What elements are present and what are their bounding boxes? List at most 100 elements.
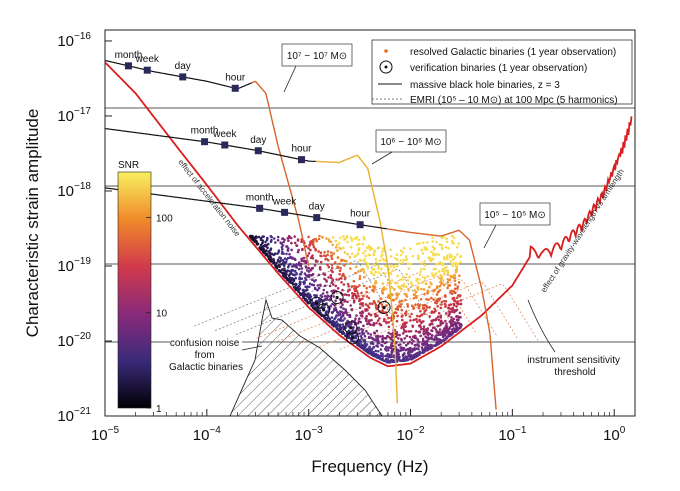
galactic-binary-point: [316, 260, 319, 263]
galactic-binary-point: [449, 307, 453, 311]
galactic-binary-point: [350, 239, 354, 243]
time-marker-label: month: [246, 192, 274, 203]
instrument-sensitivity-curve: [105, 61, 633, 368]
galactic-binary-point: [446, 286, 449, 290]
galactic-binary-point: [362, 339, 366, 342]
galactic-binary-point: [343, 277, 347, 281]
galactic-binary-point: [412, 318, 416, 322]
galactic-binary-point: [280, 268, 284, 271]
x-tick-label: 10−4: [193, 425, 222, 444]
galactic-binary-point: [361, 242, 365, 246]
galactic-binary-point: [412, 339, 415, 343]
galactic-binary-point: [346, 282, 350, 286]
mbh-track-merger: [251, 80, 310, 267]
galactic-binary-point: [350, 339, 354, 342]
galactic-binary-point: [421, 252, 425, 255]
galactic-binary-point: [409, 319, 412, 322]
galactic-binary-point: [368, 285, 372, 289]
galactic-binary-point: [379, 297, 383, 300]
galactic-binary-point: [395, 352, 399, 356]
galactic-binary-point: [452, 236, 456, 240]
galactic-binary-point: [455, 305, 458, 308]
galactic-binary-point: [354, 265, 358, 269]
galactic-binary-point: [381, 291, 384, 294]
galactic-binary-point: [414, 344, 417, 347]
galactic-binary-point: [340, 258, 343, 262]
galactic-binary-point: [280, 245, 284, 249]
galactic-binary-point: [325, 291, 329, 294]
galactic-binary-point: [396, 274, 400, 278]
time-marker: [256, 204, 264, 212]
galactic-binary-point: [422, 327, 425, 331]
galactic-binary-point: [387, 335, 390, 338]
galactic-binary-point: [447, 284, 450, 287]
galactic-binary-point: [398, 333, 401, 337]
galactic-binary-point: [374, 279, 378, 283]
galactic-binary-point: [411, 325, 415, 328]
galactic-binary-point: [308, 282, 312, 286]
galactic-binary-point: [355, 314, 358, 317]
galactic-binary-point: [259, 243, 263, 247]
galactic-binary-point: [356, 243, 359, 246]
galactic-binary-point: [388, 361, 391, 364]
galactic-binary-point: [409, 330, 413, 333]
mbh-track-labels: 10⁷ − 10⁷ M⊙ 10⁶ − 10⁶ M⊙ 10⁵ − 10⁵ M⊙: [281, 43, 551, 249]
galactic-binary-point: [331, 310, 334, 314]
galactic-binary-point: [288, 280, 291, 284]
galactic-binary-point: [385, 336, 388, 340]
galactic-binary-point: [372, 323, 376, 327]
galactic-binary-point: [369, 248, 372, 252]
galactic-binary-point: [281, 237, 284, 241]
galactic-binary-point: [374, 258, 378, 261]
galactic-binary-point: [440, 340, 444, 343]
galactic-binary-point: [377, 264, 380, 268]
galactic-binary-point: [267, 242, 270, 246]
colorbar-ticks: 100 10 1: [146, 213, 173, 415]
galactic-binary-point: [391, 286, 394, 290]
galactic-binary-point: [350, 308, 354, 312]
galactic-binary-point: [458, 311, 462, 315]
galactic-binary-point: [286, 237, 290, 240]
legend-entry-verification: verification binaries (1 year observatio…: [410, 63, 587, 74]
galactic-binary-point: [330, 251, 333, 254]
galactic-binary-point: [431, 334, 434, 337]
galactic-binary-point: [361, 312, 364, 315]
galactic-binary-point: [450, 289, 454, 293]
galactic-binary-point: [381, 344, 384, 348]
galactic-binary-point: [371, 342, 375, 346]
galactic-binary-point: [306, 301, 310, 304]
galactic-binary-point: [416, 353, 420, 357]
galactic-binary-point: [367, 244, 371, 248]
galactic-binary-point: [432, 289, 435, 293]
galactic-binary-point: [358, 332, 361, 335]
galactic-binary-point: [422, 320, 425, 323]
galactic-binary-point: [313, 294, 316, 297]
galactic-binary-point: [438, 285, 442, 288]
galactic-binary-point: [391, 339, 395, 342]
x-axis-ticks: 10−5 10−4 10−3 10−2 10−1 100: [91, 409, 626, 444]
galactic-binary-point: [440, 300, 444, 304]
galactic-binary-point: [259, 237, 263, 240]
galactic-binary-point: [338, 262, 341, 266]
galactic-binary-point: [407, 358, 410, 361]
galactic-binary-point: [371, 302, 374, 306]
galactic-binary-point: [401, 332, 405, 335]
galactic-binary-point: [400, 326, 403, 330]
galactic-binary-point: [429, 256, 432, 260]
galactic-binary-point: [419, 298, 423, 301]
galactic-binary-point: [456, 287, 459, 290]
galactic-binary-point: [447, 304, 451, 307]
galactic-binary-point: [430, 329, 433, 332]
galactic-binary-point: [351, 294, 355, 298]
galactic-binary-point: [405, 310, 408, 314]
galactic-binary-point: [432, 274, 435, 278]
galactic-binary-point: [454, 264, 458, 268]
galactic-binary-point: [436, 297, 440, 301]
x-axis-label: Frequency (Hz): [311, 457, 428, 476]
legend-circle-center: [384, 65, 388, 69]
galactic-binary-point: [359, 298, 362, 302]
time-marker-label: week: [135, 54, 160, 65]
galactic-binary-point: [408, 315, 412, 318]
galactic-binary-point: [414, 329, 418, 333]
galactic-binary-point: [357, 328, 361, 332]
